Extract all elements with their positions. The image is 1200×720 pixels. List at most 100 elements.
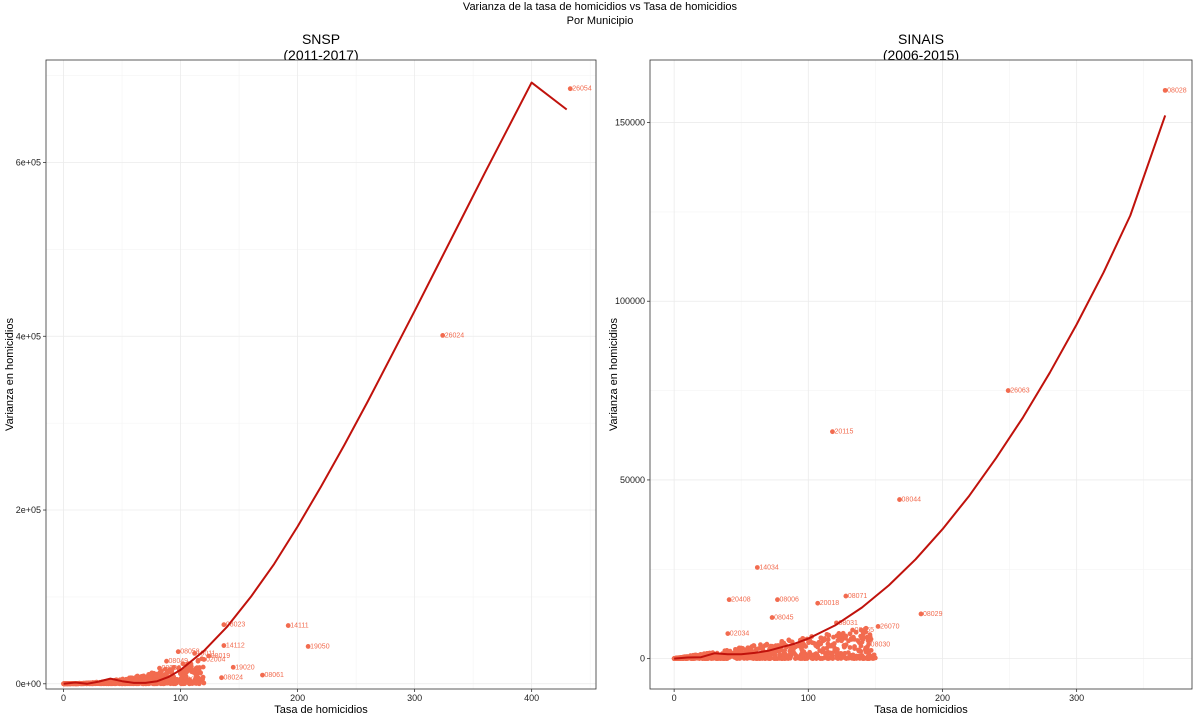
sinais-point-08044: [897, 497, 902, 502]
sinais-cluster-point: [759, 644, 765, 650]
sinais-point-label-08030: 08030: [871, 641, 891, 648]
snsp-cluster-point: [180, 661, 186, 667]
sinais-cluster-point: [847, 645, 853, 650]
sinais-cluster-point: [868, 647, 874, 653]
sinais-cluster-point: [860, 656, 866, 662]
sinais-point-14034: [754, 565, 760, 570]
sinais-cluster-point: [872, 655, 878, 661]
snsp-cluster-point: [159, 673, 165, 679]
sinais-y-tick-label: 150000: [615, 118, 645, 128]
snsp-point-label-08058: 08058: [180, 649, 200, 656]
sinais-point-08065: [850, 627, 855, 633]
sinais-cluster-point: [853, 629, 859, 635]
sinais-cluster-point: [743, 647, 749, 653]
sinais-cluster-point: [826, 633, 832, 638]
snsp-point-26024: [440, 333, 446, 338]
sinais-cluster-point: [772, 654, 778, 660]
sinais-cluster-point: [713, 654, 719, 660]
snsp-cluster-point: [111, 680, 117, 685]
sinais-cluster-point: [724, 654, 729, 660]
snsp-title: SNSP: [301, 31, 341, 47]
sinais-cluster-point: [857, 653, 862, 659]
sinais-cluster-point: [865, 654, 871, 659]
snsp-cluster-point: [195, 658, 201, 664]
sinais-point-08045: [769, 615, 775, 620]
sinais-cluster-point: [748, 653, 753, 659]
sinais-point-label-14034: 14034: [759, 564, 779, 571]
sinais-cluster-point: [720, 655, 725, 660]
snsp-cluster-point: [194, 673, 200, 678]
snsp-cluster-point: [190, 669, 196, 675]
sinais-cluster-point: [825, 654, 830, 659]
snsp-point-08023: [221, 622, 227, 628]
sinais-cluster-point: [845, 655, 851, 661]
snsp-point-08049: [164, 658, 169, 664]
snsp-point-label-19050: 19050: [310, 643, 330, 650]
sinais-point-08071: [843, 593, 849, 599]
sinais-point-20018: [815, 600, 821, 606]
snsp-point-08061: [260, 672, 265, 678]
snsp-x-tick-label: 300: [407, 693, 422, 703]
sinais-cluster-point: [866, 638, 872, 644]
sinais-y-tick-label: 100000: [615, 296, 645, 306]
sinais-cluster-point: [799, 647, 805, 653]
snsp-point-08058: [175, 649, 181, 655]
sinais-cluster-point: [834, 655, 840, 661]
sinais-point-08006: [775, 597, 780, 603]
snsp-x-tick-label: 0: [61, 693, 66, 703]
sinais-point-20015: [800, 652, 806, 658]
sinais-cluster-point: [862, 647, 868, 653]
snsp-x-tick-label: 400: [524, 693, 539, 703]
snsp-point-19011: [192, 650, 198, 656]
sinais-cluster-point: [852, 644, 857, 649]
sinais-cluster-point: [795, 643, 801, 649]
sinais-cluster-point: [822, 637, 828, 643]
sinais-subtitle: (2006-2015): [882, 47, 960, 63]
snsp-cluster-point: [187, 679, 192, 685]
sinais-cluster-point: [834, 648, 840, 654]
sinais-panel: 08028 26063 20115 08044 14034 20408 08006 20018…: [608, 59, 1193, 716]
snsp-cluster-point: [128, 675, 134, 681]
sinais-point-label-08044: 08044: [902, 497, 922, 504]
snsp-cluster-point: [133, 674, 139, 680]
sinais-cluster-point: [851, 656, 857, 662]
snsp-cluster-point: [179, 681, 184, 687]
snsp-point-label-08023: 08023: [226, 622, 246, 629]
sinais-cluster-point: [788, 651, 793, 657]
snsp-cluster-point: [188, 664, 194, 670]
snsp-point-label-19011: 19011: [197, 650, 216, 657]
figure-subtitle: Por Municipio: [566, 15, 634, 27]
snsp-point-14111: [285, 623, 291, 628]
sinais-cluster-point: [817, 648, 823, 654]
sinais-cluster-point: [802, 656, 808, 662]
sinais-cluster-point: [851, 636, 857, 642]
sinais-cluster-point: [831, 641, 837, 646]
sinais-cluster-point: [780, 656, 786, 661]
sinais-point-label-20115: 20115: [834, 429, 853, 436]
snsp-point-08001: [174, 677, 180, 682]
sinais-y-tick-label: 0: [640, 654, 645, 664]
snsp-cluster-point: [115, 680, 120, 686]
sinais-cluster-point: [824, 645, 830, 651]
sinais-point-label-26063: 26063: [1010, 388, 1030, 395]
sinais-x-tick-label: 300: [1069, 693, 1084, 703]
sinais-cluster-point: [839, 638, 844, 644]
sinais-point-26070: [875, 624, 881, 629]
snsp-point-label-02004: 02004: [206, 656, 226, 663]
sinais-cluster-point: [832, 645, 838, 651]
sinais-panel-border: [649, 59, 1193, 690]
sinais-title: SINAIS: [898, 31, 944, 47]
sinais-point-02034: [725, 631, 731, 637]
snsp-point-19050: [305, 644, 311, 649]
sinais-cluster-point: [820, 655, 826, 661]
snsp-point-19020: [230, 664, 236, 670]
sinais-point-label-08065: 08065: [855, 627, 875, 634]
sinais-point-08028: [1162, 87, 1168, 93]
snsp-cluster-point: [169, 668, 175, 674]
snsp-point-label-08001: 08001: [179, 676, 199, 683]
sinais-cluster-point: [841, 642, 847, 648]
snsp-point-08019: [206, 653, 212, 659]
sinais-cluster-point: [858, 633, 864, 639]
snsp-point-08038: [157, 665, 162, 671]
